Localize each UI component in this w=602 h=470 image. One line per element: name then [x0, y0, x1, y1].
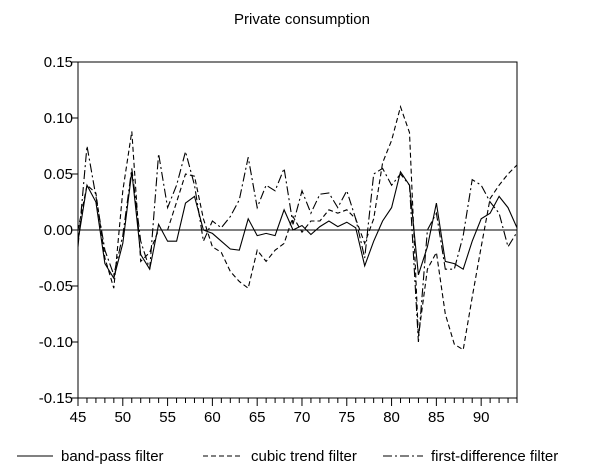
x-tick-label: 75 [338, 409, 355, 426]
y-tick-label: -0.10 [39, 334, 73, 351]
y-tick-label: -0.15 [39, 390, 73, 407]
x-tick-label: 90 [473, 409, 490, 426]
x-tick-label: 50 [114, 409, 131, 426]
legend-label: band-pass filter [61, 448, 164, 465]
axes: -0.15 -0.10 -0.05 0.00 0.05 0.10 0.15 45 50 55 60 6… [39, 54, 518, 426]
y-tick-label: -0.05 [39, 278, 73, 295]
chart-title: Private consumption [234, 11, 370, 28]
series-line-band-pass-filter [77, 170, 518, 280]
x-tick-label: 70 [294, 409, 311, 426]
x-tick-label: 55 [159, 409, 176, 426]
x-tick-label: 80 [383, 409, 400, 426]
legend: band-pass filter cubic trend filter first-… [17, 448, 558, 465]
y-tick-label: 0.10 [44, 110, 73, 127]
x-tick-label: 45 [70, 409, 87, 426]
series-layer [77, 104, 518, 351]
x-tick-label: 65 [249, 409, 266, 426]
legend-label: first-difference filter [431, 448, 558, 465]
y-tick-label: 0.00 [44, 222, 73, 239]
y-tick-label: 0.05 [44, 166, 73, 183]
x-tick-label: 85 [428, 409, 445, 426]
x-tick-label: 60 [204, 409, 221, 426]
legend-label: cubic trend filter [251, 448, 357, 465]
series-line-first-difference-filter [77, 145, 518, 343]
y-tick-label: 0.15 [44, 54, 73, 71]
